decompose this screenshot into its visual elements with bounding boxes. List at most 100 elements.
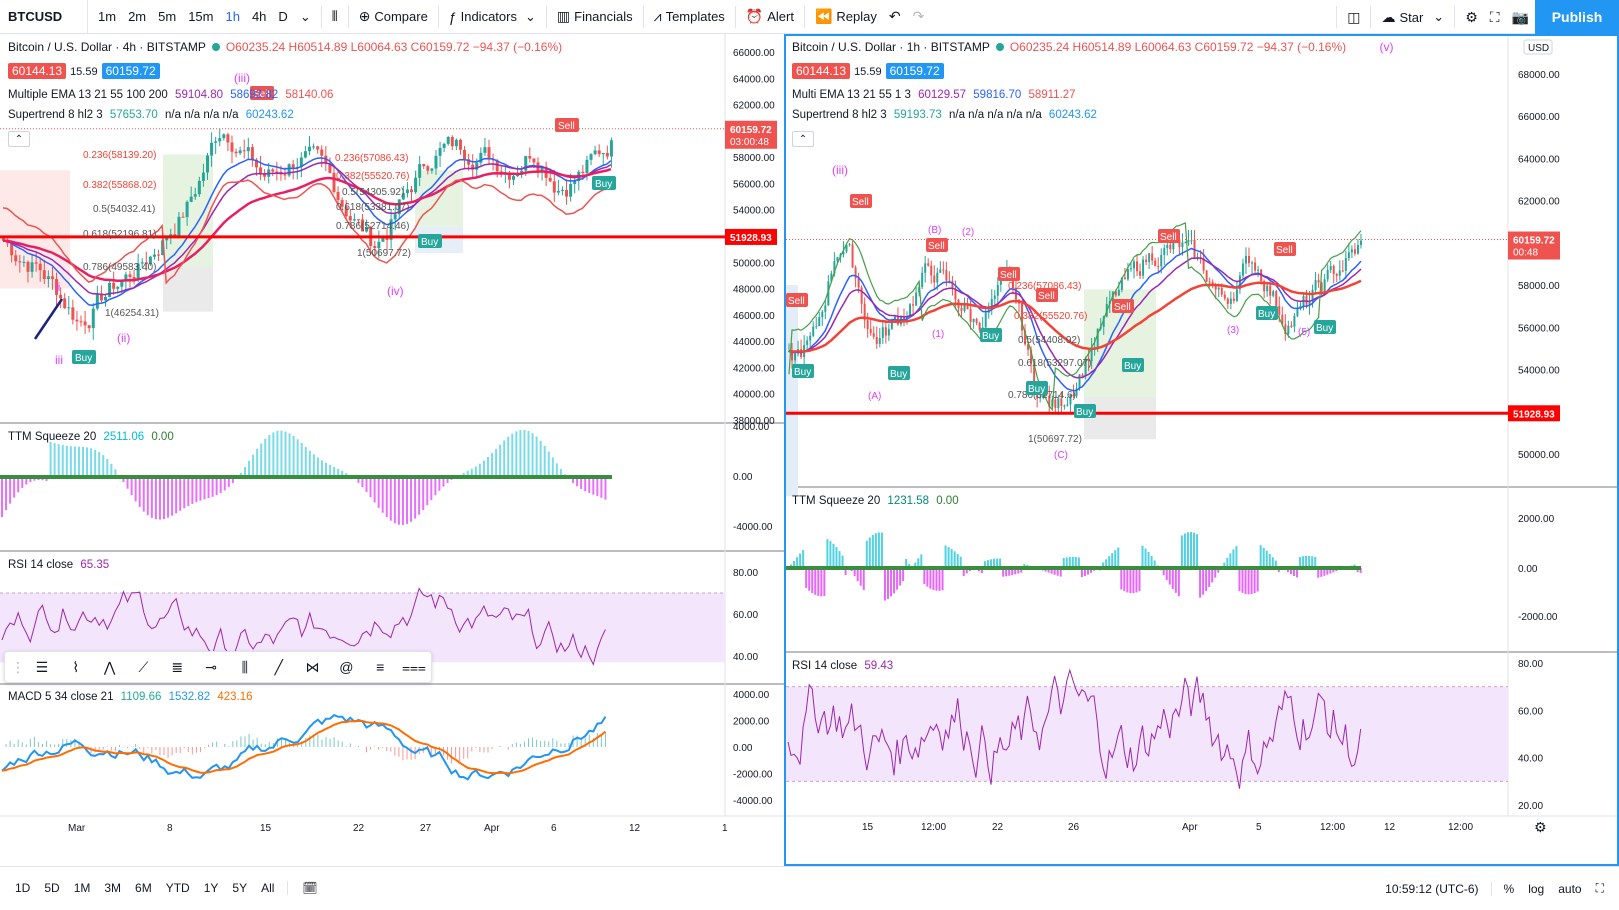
candle-body [1187, 240, 1190, 243]
interval-d[interactable]: D [278, 9, 288, 24]
brush-icon[interactable]: ⟋ [138, 658, 149, 675]
left-squeeze-legend[interactable]: TTM Squeeze 20 2511.06 0.00 [8, 431, 174, 443]
fullscreen-button[interactable]: ⛶ [1484, 0, 1506, 34]
abcd-pattern-icon[interactable]: ⋀ [103, 658, 116, 675]
right-rsi-legend[interactable]: RSI 14 close 59.43 [792, 660, 893, 672]
left-macd-legend[interactable]: MACD 5 34 close 21 1109.66 1532.82 423.1… [8, 691, 253, 703]
log-toggle[interactable]: log [1528, 881, 1545, 896]
signal-label: Sell [1160, 232, 1177, 243]
right-ema-legend[interactable]: Multi EMA 13 21 55 1 3 60129.57 59816.70… [792, 89, 1076, 101]
right-chart-pane[interactable]: USD 68000.00 66000.00 64000.00 62000.00 58000… [784, 34, 1619, 866]
rewind-icon: ⏪ [814, 8, 833, 24]
interval-dropdown[interactable]: ⌄ [294, 0, 317, 34]
snapshot-button[interactable]: 📷 [1506, 0, 1535, 34]
range-all[interactable]: All [261, 881, 275, 895]
interval-1h[interactable]: 1h [225, 9, 240, 24]
wave-pattern-icon[interactable]: ⌇ [72, 658, 80, 675]
buy-price-button[interactable]: 60159.72 [885, 63, 944, 79]
candle-body [963, 305, 966, 311]
fib-level-label: 0.618(53381.07) [336, 202, 409, 213]
range-1m[interactable]: 1M [73, 881, 91, 895]
replay-button[interactable]: ⏪ Replay [809, 0, 883, 34]
fib-zone [1084, 397, 1156, 440]
candle-body [857, 278, 860, 288]
divider [437, 5, 439, 28]
horizontal-lines-icon[interactable]: ☰ [35, 658, 49, 675]
interval-2m[interactable]: 2m [128, 9, 147, 24]
right-symbol-title[interactable]: Bitcoin / U.S. Dollar · 1h · BITSTAMP [792, 40, 990, 54]
range-1d[interactable]: 1D [15, 881, 31, 895]
range-6m[interactable]: 6M [135, 881, 152, 895]
save-layout-button[interactable]: ☁ Star ⌄ [1375, 0, 1450, 34]
publish-button[interactable]: Publish [1535, 0, 1619, 34]
range-ytd[interactable]: YTD [165, 881, 190, 895]
price-tick-label: 62000.00 [1518, 197, 1560, 208]
right-squeeze-legend[interactable]: TTM Squeeze 20 1231.58 0.00 [792, 495, 959, 507]
candle-body [821, 311, 824, 318]
candle-body [1157, 266, 1160, 268]
candle-body [1184, 242, 1187, 244]
redo-button[interactable]: ↷ [907, 0, 931, 34]
clock-timezone[interactable]: 10:59:12 (UTC-6) [1378, 881, 1492, 896]
left-rsi-legend[interactable]: RSI 14 close 65.35 [8, 559, 109, 571]
undo-button[interactable]: ↶ [883, 0, 907, 34]
interval-5m[interactable]: 5m [158, 9, 177, 24]
interval-15m[interactable]: 15m [188, 9, 214, 24]
settings-lines-icon[interactable]: ≡ [376, 659, 385, 675]
candle-body [824, 305, 827, 312]
candle-body [1347, 252, 1350, 259]
node-pattern-icon[interactable]: ⋈ [305, 658, 320, 675]
percent-toggle[interactable]: % [1503, 881, 1515, 896]
candle-body [872, 333, 875, 337]
bars-pattern-icon[interactable]: ⫼ [241, 658, 249, 675]
trend-line-icon[interactable]: ╱ [274, 658, 283, 675]
financials-button[interactable]: ▥ Financials [551, 0, 639, 34]
left-chart-pane[interactable]: 66000.00 64000.00 62000.00 58000.00 56000.00… [0, 34, 784, 866]
candle-body [1235, 289, 1238, 301]
sell-price-button[interactable]: 60144.13 [8, 63, 67, 79]
left-symbol-title[interactable]: Bitcoin / U.S. Dollar · 4h · BITSTAMP [8, 40, 206, 54]
collapse-legend-button[interactable]: ⌃ [8, 131, 30, 147]
interval-4h[interactable]: 4h [251, 9, 267, 24]
left-chart-canvas[interactable]: 66000.0064000.0062000.0058000.0056000.00… [0, 34, 784, 866]
alert-button[interactable]: ⏰ Alert [740, 0, 800, 34]
auto-toggle[interactable]: auto [1558, 881, 1582, 896]
indicators-button[interactable]: ƒ Indicators ⌄ [443, 0, 542, 34]
buy-price-button[interactable]: 60159.72 [101, 63, 160, 79]
supertrend-line [788, 222, 1362, 412]
goto-date-button[interactable]: 🗓 [287, 881, 324, 895]
range-5y[interactable]: 5Y [232, 881, 248, 895]
current-price-label: 60159.72 [730, 125, 772, 136]
right-supertrend-legend[interactable]: Supertrend 8 hl2 3 59193.73 n/a n/a n/a … [792, 109, 1097, 121]
interval-1m[interactable]: 1m [98, 9, 117, 24]
chart-type-button[interactable]: ⫴ [326, 0, 344, 34]
candle-body [1332, 266, 1335, 275]
symbol-search[interactable]: BTCUSD [0, 0, 88, 34]
more-settings-icon[interactable]: ⩶ [402, 658, 426, 675]
candle-body [569, 184, 573, 197]
range-1y[interactable]: 1Y [203, 881, 219, 895]
layout-button[interactable]: ◫ [1341, 0, 1366, 34]
ema-label: Multiple EMA 13 21 55 100 200 [8, 89, 168, 101]
fib-icon[interactable]: ≣ [171, 658, 184, 675]
time-tick-label: 5 [1256, 822, 1262, 833]
sell-price-button[interactable]: 60144.13 [792, 63, 851, 79]
drag-handle-icon[interactable]: ⋮ [11, 658, 25, 675]
right-chart-canvas[interactable]: USD 68000.00 66000.00 64000.00 62000.00 58000… [786, 36, 1617, 864]
ray-icon[interactable]: ⊸ [205, 658, 217, 675]
range-5d[interactable]: 5D [44, 881, 60, 895]
collapse-legend-button[interactable]: ⌃ [792, 131, 814, 147]
compare-button[interactable]: ⊕ Compare [353, 0, 434, 34]
settings-button[interactable]: ⚙ [1459, 0, 1484, 34]
fullscreen-chart-button[interactable]: ⛶ [1589, 881, 1611, 896]
candle-body [1133, 261, 1135, 269]
candle-body [1024, 330, 1027, 345]
range-3m[interactable]: 3M [104, 881, 122, 895]
spiral-icon[interactable]: @ [339, 659, 354, 675]
ema-value-3: 58911.27 [1028, 89, 1076, 101]
templates-button[interactable]: ⩘ Templates [648, 0, 731, 34]
calendar-icon: 🗓 [302, 881, 318, 895]
candle-body [10, 243, 14, 256]
left-supertrend-legend[interactable]: Supertrend 8 hl2 3 57653.70 n/a n/a n/a … [8, 109, 294, 121]
left-ema-legend[interactable]: Multiple EMA 13 21 55 100 200 59104.80 5… [8, 89, 333, 101]
